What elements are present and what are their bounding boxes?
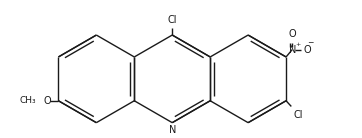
Text: O: O [43, 96, 51, 106]
Text: +: + [295, 42, 300, 47]
Text: Cl: Cl [293, 110, 303, 120]
Text: N: N [169, 125, 176, 135]
Text: O: O [289, 29, 296, 39]
Text: Cl: Cl [168, 15, 177, 25]
Text: −: − [307, 38, 314, 47]
Text: N: N [289, 45, 296, 55]
Text: O: O [303, 45, 311, 55]
Text: CH₃: CH₃ [19, 96, 35, 105]
